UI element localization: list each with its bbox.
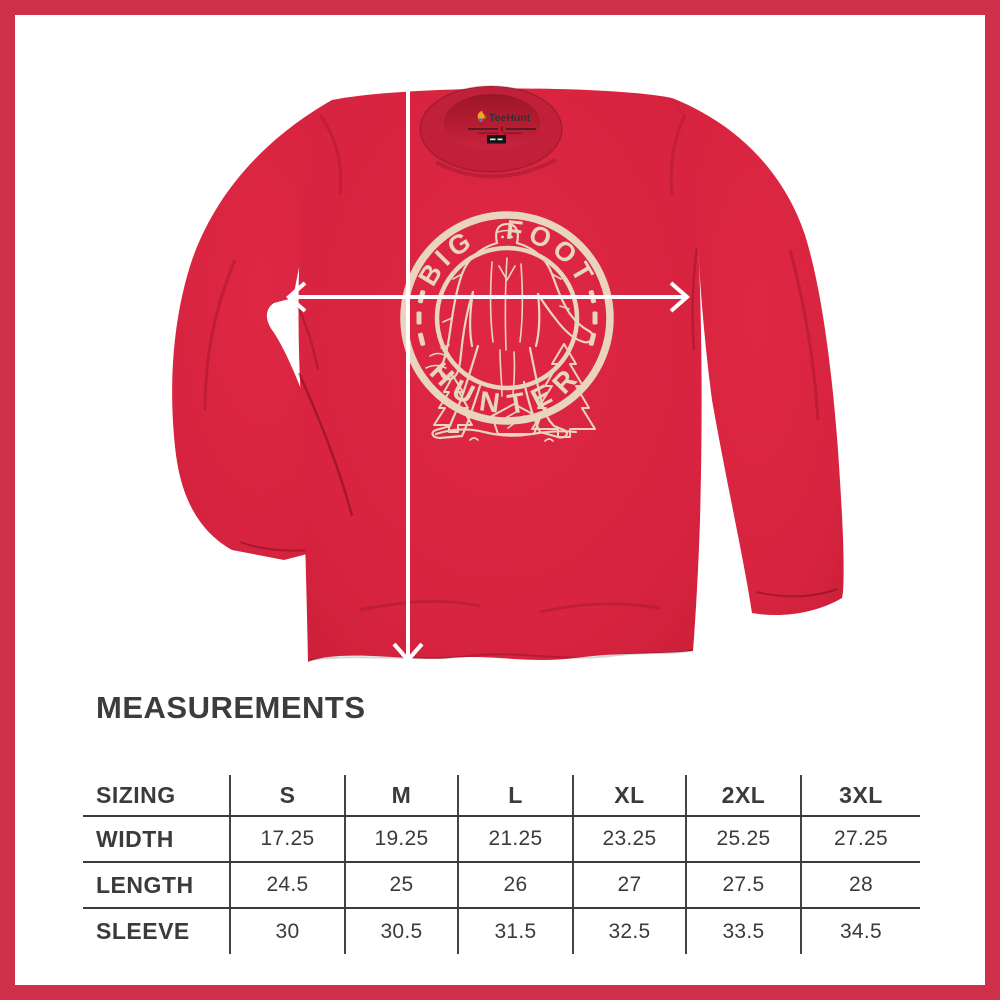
length-arrow <box>392 66 424 664</box>
table-header-row: SIZING S M L XL 2XL 3XL <box>83 775 920 817</box>
cell-width-xl: 23.25 <box>573 816 687 863</box>
cell-length-2xl: 27.5 <box>686 862 802 909</box>
row-label-length: LENGTH <box>83 862 231 909</box>
size-table: SIZING S M L XL 2XL 3XL WIDTH 17.25 19.2… <box>83 775 920 954</box>
table-row-length: LENGTH 24.5 25 26 27 27.5 28 <box>83 862 920 909</box>
badge-inner-ring <box>434 245 580 391</box>
cell-width-s: 17.25 <box>230 816 346 863</box>
brand-name: TeeHunt <box>489 112 531 124</box>
pine-tree-icon-right <box>531 343 596 438</box>
col-header-sizing: SIZING <box>83 775 231 817</box>
row-label-sleeve: SLEEVE <box>83 908 231 954</box>
teehunt-logo-icon <box>477 111 487 122</box>
table-row-width: WIDTH 17.25 19.25 21.25 23.25 25.25 27.2… <box>83 816 920 863</box>
col-header-m: M <box>345 775 459 817</box>
cell-length-xl: 27 <box>573 862 687 909</box>
cell-width-l: 21.25 <box>458 816 574 863</box>
right-sleeve <box>672 98 844 616</box>
ground-lines <box>425 352 578 442</box>
pine-tree-icon-left <box>433 375 473 433</box>
width-arrow <box>285 281 691 313</box>
cell-sleeve-l: 31.5 <box>458 908 574 954</box>
measurements-heading: MEASUREMENTS <box>96 690 366 725</box>
row-label-width: WIDTH <box>83 816 231 863</box>
cell-sleeve-2xl: 33.5 <box>686 908 802 954</box>
table-row-sleeve: SLEEVE 30 30.5 31.5 32.5 33.5 34.5 <box>83 908 920 954</box>
badge-outer-ring <box>400 211 614 425</box>
cell-length-m: 25 <box>345 862 459 909</box>
col-header-l: L <box>458 775 574 817</box>
col-header-s: S <box>230 775 346 817</box>
cell-width-3xl: 27.25 <box>801 816 920 863</box>
cell-length-s: 24.5 <box>230 862 346 909</box>
neck-label: TeeHunt <box>468 111 536 144</box>
cell-length-3xl: 28 <box>801 862 920 909</box>
cell-width-m: 19.25 <box>345 816 459 863</box>
col-header-2xl: 2XL <box>686 775 802 817</box>
size-tag <box>487 135 506 144</box>
bigfoot-illustration <box>431 222 594 440</box>
cell-length-l: 26 <box>458 862 574 909</box>
cell-sleeve-3xl: 34.5 <box>839 919 883 943</box>
care-print-lines <box>468 126 536 134</box>
col-header-3xl: 3XL <box>801 775 920 817</box>
shirt-photo: TeeHunt BIG FOOT H <box>172 66 844 664</box>
col-header-xl: XL <box>573 775 687 817</box>
cell-sleeve-xl: 32.5 <box>573 908 687 954</box>
cell-width-2xl: 25.25 <box>686 816 802 863</box>
cell-sleeve-m: 30.5 <box>345 908 459 954</box>
cell-sleeve-s: 30 <box>230 908 346 954</box>
